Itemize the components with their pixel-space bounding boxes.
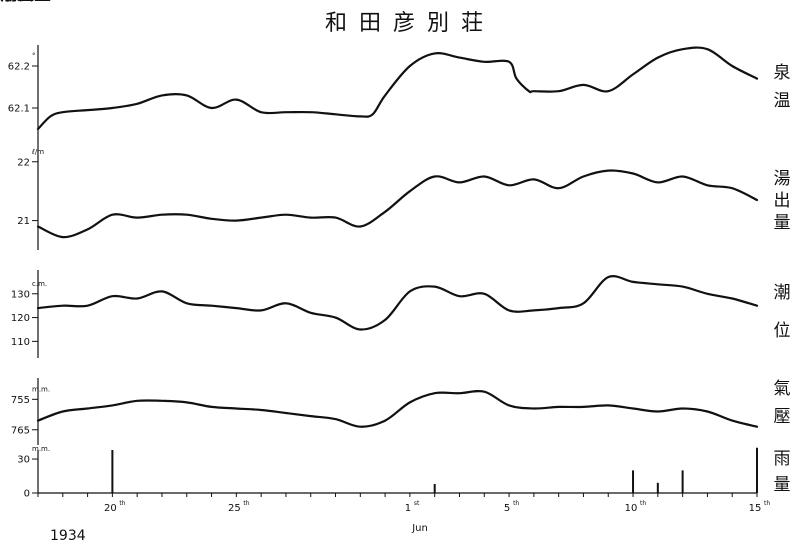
panel-0: 62.162.2°泉温泉温 (0, 0, 791, 150)
y-tick-label-1-1: 22 (17, 157, 30, 168)
x-tick-label-3: 5 (504, 503, 510, 514)
panel-label-char: 泉 (774, 63, 791, 83)
y-tick-label-0-1: 62.2 (8, 62, 30, 73)
panel-label-char: 潮 (774, 283, 791, 303)
unit-4: m.m. (32, 445, 50, 453)
x-tick-sup-4: th (640, 500, 646, 507)
panel-label-2: 潮位 (0, 0, 34, 5)
panel-label-char: 位 (774, 321, 791, 341)
panel-label-char: 出 (774, 191, 791, 211)
series-line-1 (36, 169, 759, 239)
series-line-2 (36, 275, 759, 331)
y-tick-label-2-0: 110 (11, 337, 30, 348)
panel-label-char: 湯 (774, 169, 791, 189)
panel-label-1: 湯出量 (0, 0, 51, 5)
series-line-3 (36, 389, 759, 428)
y-tick-label-3-0: 755 (11, 395, 30, 406)
month-label: Jun (411, 523, 428, 534)
panel-label-4: 雨量 (0, 0, 34, 5)
y-tick-label-2-1: 120 (11, 313, 30, 324)
x-tick-sup-0: th (119, 500, 125, 507)
x-tick-label-4: 10 (625, 503, 638, 514)
panel-label-char: 氣 (774, 379, 791, 399)
panel-label-char: 壓 (774, 407, 791, 427)
panel-label-3: 氣壓 (0, 0, 34, 5)
x-tick-sup-3: th (513, 500, 519, 507)
x-tick-label-2: 1 (405, 503, 411, 514)
panels: 62.162.2°泉温泉温2122ℓ/m湯出量湯出量110120130c.m.潮… (0, 0, 791, 500)
panel-label-0: 泉温 (0, 0, 34, 5)
unit-3: m.m. (32, 385, 50, 393)
year-label: 1934 (50, 528, 86, 544)
x-tick-label-0: 20 (104, 503, 117, 514)
panel-label-char: 量 (774, 213, 791, 233)
panel-label-char: 温 (774, 91, 791, 111)
y-tick-label-2-2: 130 (11, 289, 30, 300)
x-tick-sup-5: th (764, 500, 770, 507)
y-tick-label-1-0: 21 (17, 216, 30, 227)
y-tick-label-3-1: 765 (11, 425, 30, 436)
x-tick-sup-2: st (414, 500, 420, 507)
unit-0: ° (32, 52, 36, 60)
x-tick-label-1: 25 (228, 503, 241, 514)
chart-title: 和田彦別荘 (325, 11, 495, 36)
y-tick-label-4-0: 0 (24, 489, 30, 500)
series-line-0 (36, 46, 759, 131)
x-tick-sup-1: th (243, 500, 249, 507)
panel-label-char: 雨 (774, 449, 791, 469)
x-tick-label-5: 15 (749, 503, 762, 514)
y-tick-label-4-1: 30 (17, 455, 30, 466)
y-tick-label-0-0: 62.1 (8, 104, 30, 115)
unit-1: ℓ/m (31, 148, 44, 156)
unit-2: c.m. (32, 280, 47, 288)
panel-label-char: 量 (774, 475, 791, 495)
